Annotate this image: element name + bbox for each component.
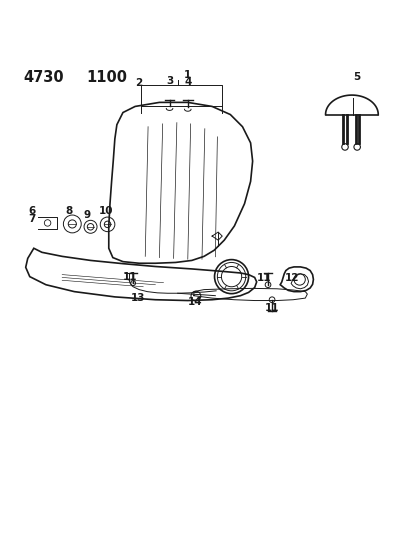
Text: 9: 9 bbox=[84, 209, 91, 220]
Text: 12: 12 bbox=[285, 273, 299, 283]
Text: 1100: 1100 bbox=[86, 70, 127, 85]
Text: 1: 1 bbox=[184, 70, 191, 80]
Text: 10: 10 bbox=[99, 206, 113, 215]
Text: 3: 3 bbox=[166, 76, 173, 86]
Text: 6: 6 bbox=[28, 206, 35, 215]
Text: 4: 4 bbox=[185, 77, 192, 87]
Text: 8: 8 bbox=[66, 206, 73, 215]
Text: 11: 11 bbox=[265, 303, 279, 313]
Text: 11: 11 bbox=[257, 273, 271, 283]
Text: 4730: 4730 bbox=[24, 70, 64, 85]
Text: 11: 11 bbox=[123, 272, 137, 282]
Text: 14: 14 bbox=[188, 297, 202, 307]
Text: 7: 7 bbox=[28, 214, 35, 224]
Text: 13: 13 bbox=[131, 293, 146, 303]
Text: 2: 2 bbox=[135, 78, 143, 88]
Text: 5: 5 bbox=[353, 72, 360, 82]
